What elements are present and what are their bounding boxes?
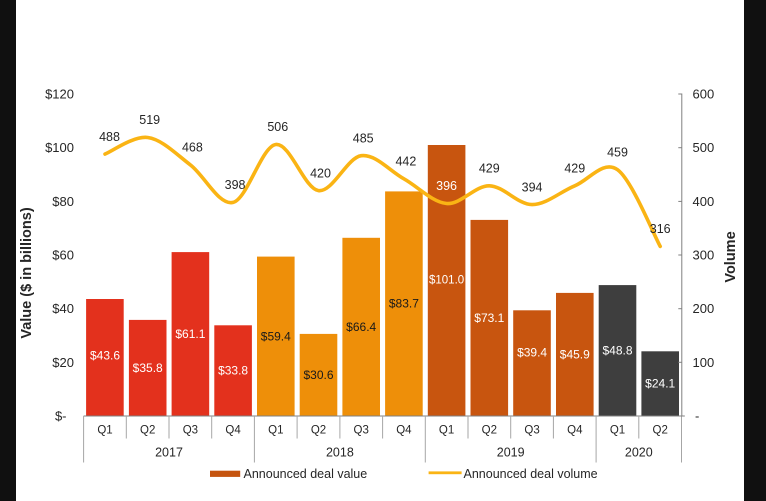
svg-text:519: 519 <box>139 113 160 127</box>
svg-text:200: 200 <box>693 301 715 316</box>
svg-text:394: 394 <box>522 180 543 194</box>
svg-text:442: 442 <box>395 155 416 169</box>
svg-text:Q3: Q3 <box>524 425 539 437</box>
svg-text:$61.1: $61.1 <box>175 327 205 341</box>
svg-text:-: - <box>695 409 699 424</box>
svg-text:$83.7: $83.7 <box>389 297 419 311</box>
svg-text:485: 485 <box>353 131 374 145</box>
svg-text:$101.0: $101.0 <box>429 275 464 287</box>
svg-text:Q4: Q4 <box>396 425 412 437</box>
svg-text:100: 100 <box>693 355 715 370</box>
svg-text:$33.8: $33.8 <box>218 364 248 378</box>
svg-text:$60: $60 <box>52 248 74 263</box>
svg-text:Q2: Q2 <box>482 425 497 437</box>
svg-text:398: 398 <box>225 178 246 192</box>
svg-text:459: 459 <box>607 145 628 159</box>
svg-text:316: 316 <box>650 222 671 236</box>
svg-text:$73.1: $73.1 <box>474 311 504 325</box>
svg-text:2019: 2019 <box>497 446 525 460</box>
svg-text:Q4: Q4 <box>567 425 583 437</box>
svg-text:$59.4: $59.4 <box>261 329 291 343</box>
svg-text:2018: 2018 <box>326 446 354 460</box>
svg-text:Q2: Q2 <box>311 425 326 437</box>
svg-text:506: 506 <box>267 120 288 134</box>
svg-text:Volume: Volume <box>723 231 739 282</box>
svg-text:Q2: Q2 <box>140 425 155 437</box>
svg-text:Q4: Q4 <box>225 425 241 437</box>
svg-text:$120: $120 <box>45 87 74 102</box>
svg-text:$100: $100 <box>45 140 74 155</box>
svg-text:468: 468 <box>182 141 203 155</box>
svg-text:429: 429 <box>564 162 585 176</box>
svg-text:Q3: Q3 <box>354 425 369 437</box>
svg-text:420: 420 <box>310 166 331 180</box>
svg-text:Q1: Q1 <box>610 425 625 437</box>
svg-text:2020: 2020 <box>625 446 653 460</box>
svg-text:2017: 2017 <box>155 446 183 460</box>
svg-text:Q1: Q1 <box>439 425 454 437</box>
svg-text:Q1: Q1 <box>268 425 283 437</box>
svg-text:Announced deal volume: Announced deal volume <box>464 467 598 481</box>
svg-text:$66.4: $66.4 <box>346 320 376 334</box>
svg-text:Announced deal value: Announced deal value <box>244 467 368 481</box>
svg-text:Value ($ in billions): Value ($ in billions) <box>19 207 35 338</box>
svg-text:300: 300 <box>693 248 715 263</box>
svg-text:$45.9: $45.9 <box>560 347 590 361</box>
svg-text:Q2: Q2 <box>653 425 668 437</box>
svg-text:$40: $40 <box>52 301 74 316</box>
svg-text:$43.6: $43.6 <box>90 349 120 363</box>
svg-text:396: 396 <box>436 179 457 193</box>
svg-text:400: 400 <box>693 194 715 209</box>
svg-text:500: 500 <box>693 140 715 155</box>
svg-text:$24.1: $24.1 <box>645 377 675 391</box>
svg-text:429: 429 <box>479 162 500 176</box>
svg-text:Q3: Q3 <box>183 425 198 437</box>
svg-text:488: 488 <box>99 130 120 144</box>
svg-text:$35.8: $35.8 <box>133 361 163 375</box>
svg-text:$48.8: $48.8 <box>602 344 632 358</box>
svg-text:$30.6: $30.6 <box>303 368 333 382</box>
svg-text:$-: $- <box>55 409 67 424</box>
svg-text:$39.4: $39.4 <box>517 345 547 359</box>
svg-text:600: 600 <box>693 87 715 102</box>
svg-text:$20: $20 <box>52 355 74 370</box>
svg-text:Q1: Q1 <box>97 425 112 437</box>
svg-text:$80: $80 <box>52 194 74 209</box>
